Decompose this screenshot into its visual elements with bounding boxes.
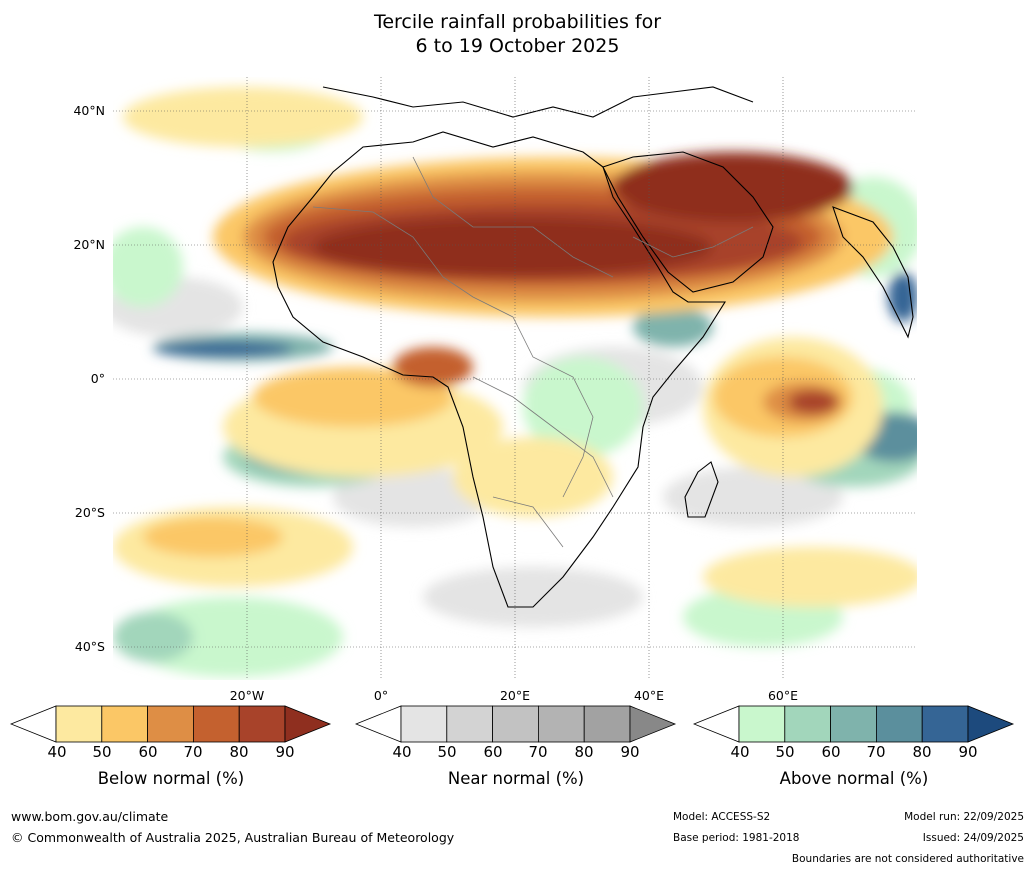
above-tick-60: 60 xyxy=(821,743,841,761)
lat-label-40s: 40°S xyxy=(74,639,105,654)
colorbar-high-extend xyxy=(629,705,677,743)
below-normal-colorbar xyxy=(10,705,332,743)
colorbar-swatch-50 xyxy=(101,705,149,743)
copyright-text: © Commonwealth of Australia 2025, Austra… xyxy=(11,830,455,845)
model-run-date: Model run: 22/09/2025 xyxy=(904,811,1024,823)
colorbar-swatch-40 xyxy=(400,705,448,743)
base-period: Base period: 1981-2018 xyxy=(673,832,800,844)
colorbar-low-extend xyxy=(10,705,57,743)
lat-label-equator: 0° xyxy=(90,371,105,386)
near-tick-40: 40 xyxy=(392,743,412,761)
colorbar-swatch-70 xyxy=(192,705,240,743)
below-tick-80: 80 xyxy=(229,743,249,761)
rainfall-probability-map xyxy=(113,77,917,680)
above-tick-70: 70 xyxy=(866,743,886,761)
below-tick-60: 60 xyxy=(138,743,158,761)
below-tick-40: 40 xyxy=(47,743,67,761)
colorbar-swatch-40 xyxy=(738,705,786,743)
lon-label-20w: 20°W xyxy=(229,688,265,703)
above-tick-80: 80 xyxy=(912,743,932,761)
colorbar-high-extend xyxy=(284,705,332,743)
below-tick-70: 70 xyxy=(183,743,203,761)
near-normal-colorbar xyxy=(355,705,677,743)
colorbar-swatch-40 xyxy=(55,705,103,743)
lon-label-0: 0° xyxy=(373,688,389,703)
near-tick-90: 90 xyxy=(620,743,640,761)
below-normal-label: Below normal (%) xyxy=(97,769,245,788)
near-tick-50: 50 xyxy=(437,743,457,761)
near-tick-80: 80 xyxy=(574,743,594,761)
colorbar-low-extend xyxy=(693,705,740,743)
map-title-line2: 6 to 19 October 2025 xyxy=(415,35,620,57)
colorbar-high-extend xyxy=(967,705,1015,743)
colorbar-swatch-60 xyxy=(492,705,539,743)
above-normal-colorbar xyxy=(693,705,1015,743)
lat-label-20s: 20°S xyxy=(74,505,105,520)
lon-label-40e: 40°E xyxy=(633,688,665,703)
coastlines xyxy=(272,86,914,608)
colorbar-swatch-70 xyxy=(875,705,923,743)
above-tick-50: 50 xyxy=(775,743,795,761)
near-tick-60: 60 xyxy=(483,743,503,761)
colorbar-swatch-50 xyxy=(784,705,832,743)
lon-label-60e: 60°E xyxy=(767,688,799,703)
model-name: Model: ACCESS-S2 xyxy=(673,811,771,823)
near-normal-label: Near normal (%) xyxy=(447,769,585,788)
colorbar-swatch-70 xyxy=(537,705,585,743)
lon-label-20e: 20°E xyxy=(499,688,531,703)
colorbar-swatch-80 xyxy=(921,705,969,743)
below-tick-50: 50 xyxy=(92,743,112,761)
colorbar-swatch-60 xyxy=(147,705,194,743)
map-title-line1: Tercile rainfall probabilities for xyxy=(373,11,662,33)
above-tick-40: 40 xyxy=(730,743,750,761)
above-normal-label: Above normal (%) xyxy=(779,769,929,788)
below-tick-90: 90 xyxy=(275,743,295,761)
colorbar-swatch-80 xyxy=(583,705,631,743)
graticule xyxy=(113,77,917,680)
colorbar-low-extend xyxy=(355,705,402,743)
above-tick-90: 90 xyxy=(958,743,978,761)
website-link[interactable]: www.bom.gov.au/climate xyxy=(11,809,169,824)
colorbar-swatch-60 xyxy=(830,705,877,743)
probability-field xyxy=(113,87,917,677)
country-borders xyxy=(312,156,754,548)
colorbar-swatch-80 xyxy=(238,705,286,743)
lat-label-20n: 20°N xyxy=(73,237,105,252)
colorbar-swatch-50 xyxy=(446,705,494,743)
near-tick-70: 70 xyxy=(528,743,548,761)
lat-label-40n: 40°N xyxy=(73,103,105,118)
issued-date: Issued: 24/09/2025 xyxy=(922,832,1024,844)
boundaries-disclaimer: Boundaries are not considered authoritat… xyxy=(791,853,1024,865)
